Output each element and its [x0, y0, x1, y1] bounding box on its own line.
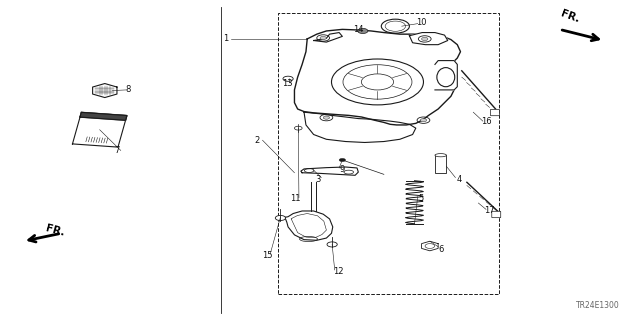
Circle shape — [420, 119, 427, 122]
Text: 9: 9 — [340, 165, 345, 174]
Circle shape — [294, 126, 302, 130]
FancyBboxPatch shape — [490, 109, 499, 116]
Text: 6: 6 — [438, 245, 444, 254]
Text: 15: 15 — [262, 251, 273, 260]
Circle shape — [358, 28, 368, 34]
Circle shape — [339, 158, 346, 162]
Text: FR.: FR. — [44, 223, 65, 238]
Ellipse shape — [437, 68, 455, 87]
Text: TR24E1300: TR24E1300 — [577, 301, 620, 310]
Circle shape — [327, 242, 337, 247]
Bar — [435, 155, 447, 173]
Text: 7: 7 — [114, 146, 120, 155]
Polygon shape — [294, 29, 461, 125]
Polygon shape — [80, 112, 127, 120]
Text: 14: 14 — [353, 25, 364, 34]
Text: 17: 17 — [484, 206, 495, 215]
Circle shape — [422, 37, 428, 41]
Text: 16: 16 — [481, 117, 492, 126]
Text: 2: 2 — [255, 136, 260, 145]
Text: 1: 1 — [223, 35, 228, 44]
Polygon shape — [422, 241, 438, 251]
Text: 13: 13 — [282, 79, 292, 88]
Bar — [278, 13, 499, 294]
Text: 4: 4 — [456, 175, 462, 184]
Polygon shape — [435, 60, 458, 90]
Polygon shape — [304, 112, 416, 142]
Text: 5: 5 — [419, 194, 424, 203]
Polygon shape — [72, 112, 127, 147]
Polygon shape — [314, 33, 342, 42]
Text: 12: 12 — [333, 267, 343, 276]
Circle shape — [323, 116, 330, 119]
Polygon shape — [410, 33, 448, 45]
Ellipse shape — [435, 154, 447, 157]
Polygon shape — [285, 211, 333, 240]
Polygon shape — [301, 167, 358, 175]
Text: 11: 11 — [291, 194, 301, 203]
Text: 8: 8 — [125, 85, 131, 94]
Text: FR.: FR. — [559, 9, 581, 25]
Circle shape — [275, 215, 285, 220]
Polygon shape — [93, 84, 117, 98]
Text: 10: 10 — [415, 19, 426, 28]
Circle shape — [320, 36, 326, 40]
Text: 3: 3 — [316, 175, 321, 184]
FancyBboxPatch shape — [492, 211, 500, 218]
Circle shape — [283, 76, 293, 81]
